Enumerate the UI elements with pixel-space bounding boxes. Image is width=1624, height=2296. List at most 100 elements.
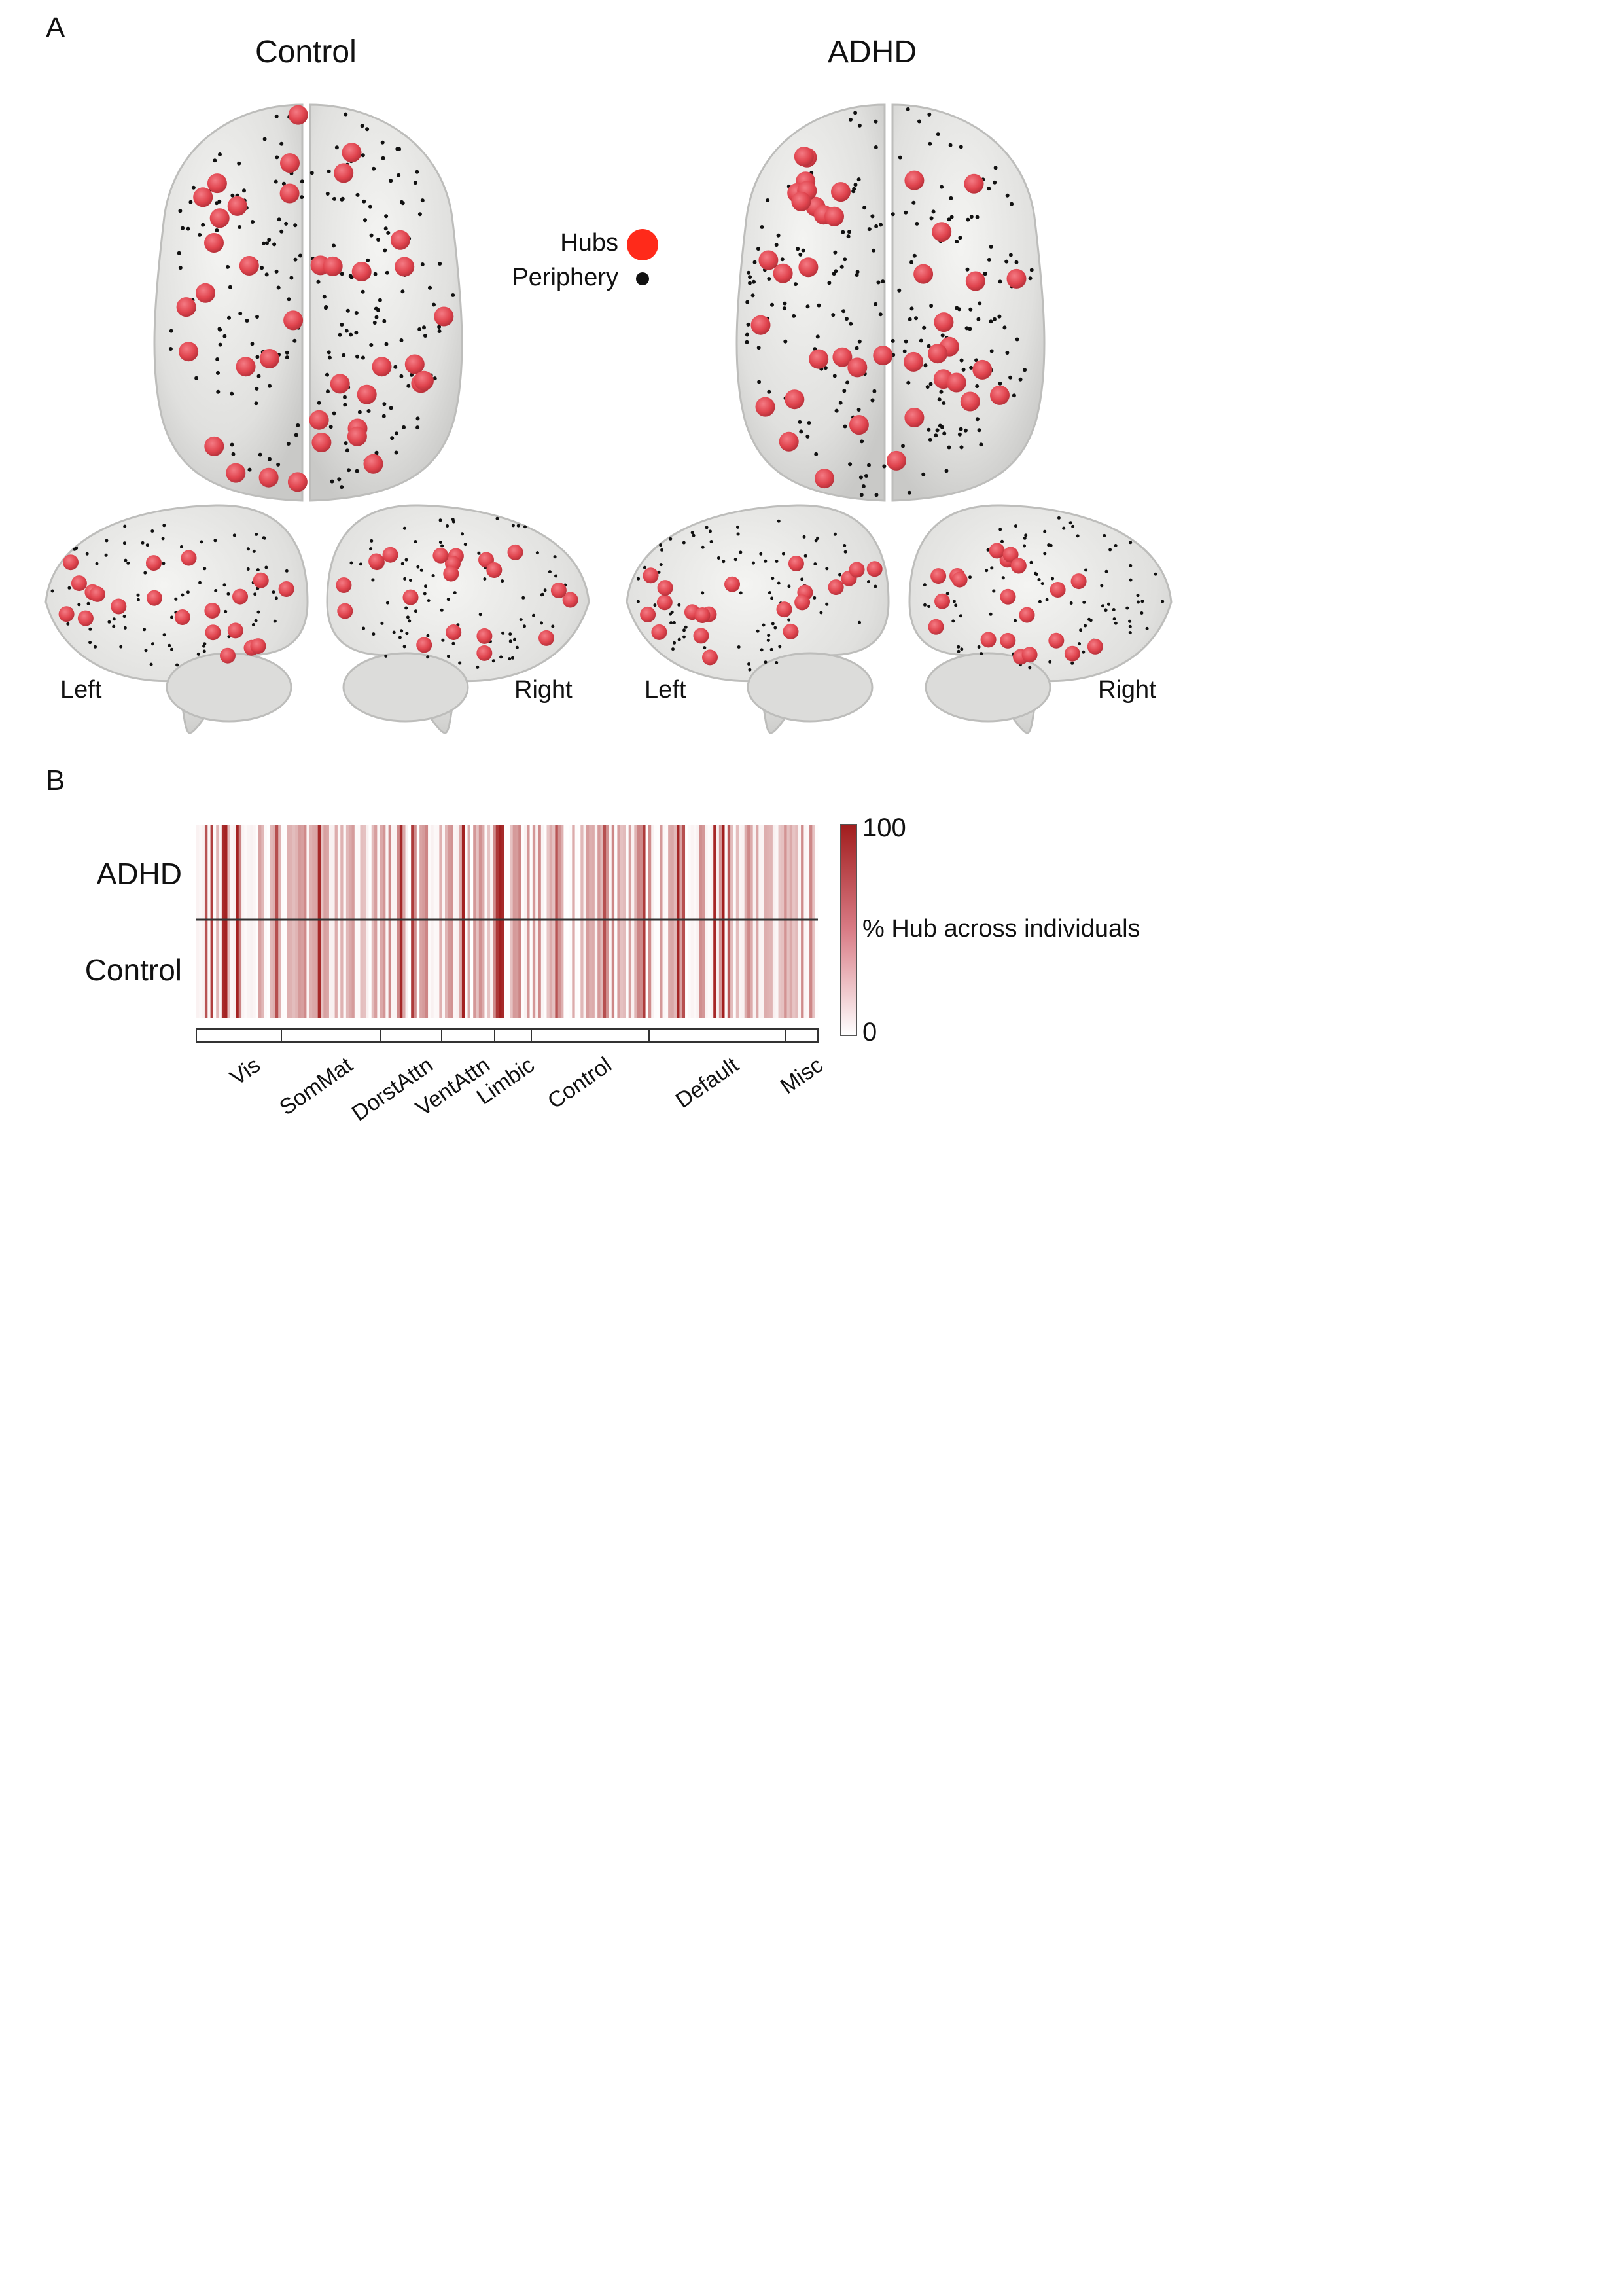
periphery-node (897, 288, 902, 293)
periphery-node (927, 344, 931, 348)
periphery-node (73, 547, 77, 551)
heatmap-cell (419, 825, 423, 1018)
periphery-node (432, 376, 437, 381)
periphery-node (1140, 611, 1144, 615)
hub-node (946, 372, 966, 393)
periphery-node (508, 657, 512, 661)
periphery-node (213, 539, 217, 543)
periphery-node (415, 170, 419, 174)
periphery-node (357, 410, 362, 414)
periphery-node (264, 272, 269, 277)
periphery-node (123, 626, 127, 630)
periphery-node (369, 233, 374, 238)
periphery-node (1004, 259, 1009, 264)
periphery-node (198, 232, 202, 237)
periphery-node (246, 547, 250, 551)
heatmap-cell (527, 825, 530, 1018)
periphery-node (759, 552, 763, 556)
periphery-node (1114, 621, 1118, 625)
periphery-node (947, 217, 951, 222)
heatmap-cell (300, 825, 304, 1018)
periphery-node (508, 639, 512, 643)
periphery-node (904, 210, 908, 215)
hub-node (205, 624, 221, 641)
periphery-node (415, 425, 420, 430)
hub-node (1010, 558, 1027, 574)
periphery-node (964, 326, 969, 331)
heatmap-cell (665, 825, 669, 1018)
periphery-node (124, 558, 128, 562)
periphery-node (85, 552, 89, 556)
periphery-node (431, 574, 435, 578)
periphery-node (446, 655, 450, 658)
periphery-node (262, 137, 267, 141)
hub-node (773, 263, 793, 283)
periphery-node (979, 442, 983, 447)
periphery-node (300, 195, 304, 200)
periphery-node (857, 339, 862, 344)
heatmap-cell (515, 825, 519, 1018)
periphery-node (513, 637, 516, 641)
periphery-node (274, 269, 279, 274)
hub-node (204, 233, 224, 253)
periphery-node (322, 295, 327, 299)
hub-node (209, 208, 230, 228)
periphery-node (523, 624, 526, 628)
periphery-node (1082, 600, 1086, 604)
periphery-node (1070, 661, 1074, 665)
heatmap-cell (315, 825, 318, 1018)
hub-node (239, 256, 259, 276)
heatmap-cell (219, 825, 222, 1018)
adhd-top-view (735, 103, 1046, 502)
periphery-node (126, 561, 130, 565)
periphery-node (799, 429, 803, 434)
heatmap-cell (614, 825, 618, 1018)
heatmap-cell (724, 825, 728, 1018)
periphery-node (366, 258, 370, 262)
periphery-node (856, 177, 861, 182)
heatmap-cell (465, 825, 468, 1018)
hub-node (904, 408, 925, 427)
periphery-node (1128, 624, 1132, 628)
periphery-node (203, 567, 207, 571)
periphery-node (413, 181, 417, 185)
heatmap-cell (374, 825, 378, 1018)
periphery-node (422, 325, 426, 330)
periphery-node (907, 490, 911, 495)
heatmap-cell (298, 825, 302, 1018)
heatmap-cell (402, 825, 406, 1018)
heatmap-cell (385, 825, 389, 1018)
hub-node (220, 647, 236, 664)
heatmap-cell (224, 825, 228, 1018)
periphery-node (365, 127, 370, 132)
periphery-node (861, 484, 866, 488)
periphery-node (451, 641, 455, 645)
periphery-node (914, 316, 918, 321)
periphery-node (870, 214, 875, 219)
periphery-node (1005, 351, 1010, 355)
periphery-node (145, 543, 149, 547)
heatmap-cell (694, 825, 697, 1018)
hub-node (873, 346, 893, 366)
periphery-node (948, 143, 953, 147)
periphery-node (242, 188, 246, 193)
heatmap-cell (634, 825, 637, 1018)
hub-node (279, 183, 300, 204)
periphery-node (144, 649, 148, 653)
periphery-node (1128, 619, 1132, 623)
periphery-node (939, 389, 944, 394)
heatmap-cell (436, 825, 440, 1018)
periphery-node (554, 574, 558, 578)
periphery-node (256, 568, 260, 572)
periphery-node (446, 524, 450, 528)
periphery-node (745, 332, 749, 337)
heatmap-cell (258, 825, 262, 1018)
periphery-node (745, 300, 750, 304)
periphery-node (381, 414, 386, 418)
periphery-node (940, 185, 944, 189)
heatmap-cell (778, 825, 782, 1018)
periphery-node (395, 431, 398, 436)
periphery-node (453, 591, 457, 595)
periphery-node (151, 642, 154, 646)
heatmap-cell (312, 825, 315, 1018)
